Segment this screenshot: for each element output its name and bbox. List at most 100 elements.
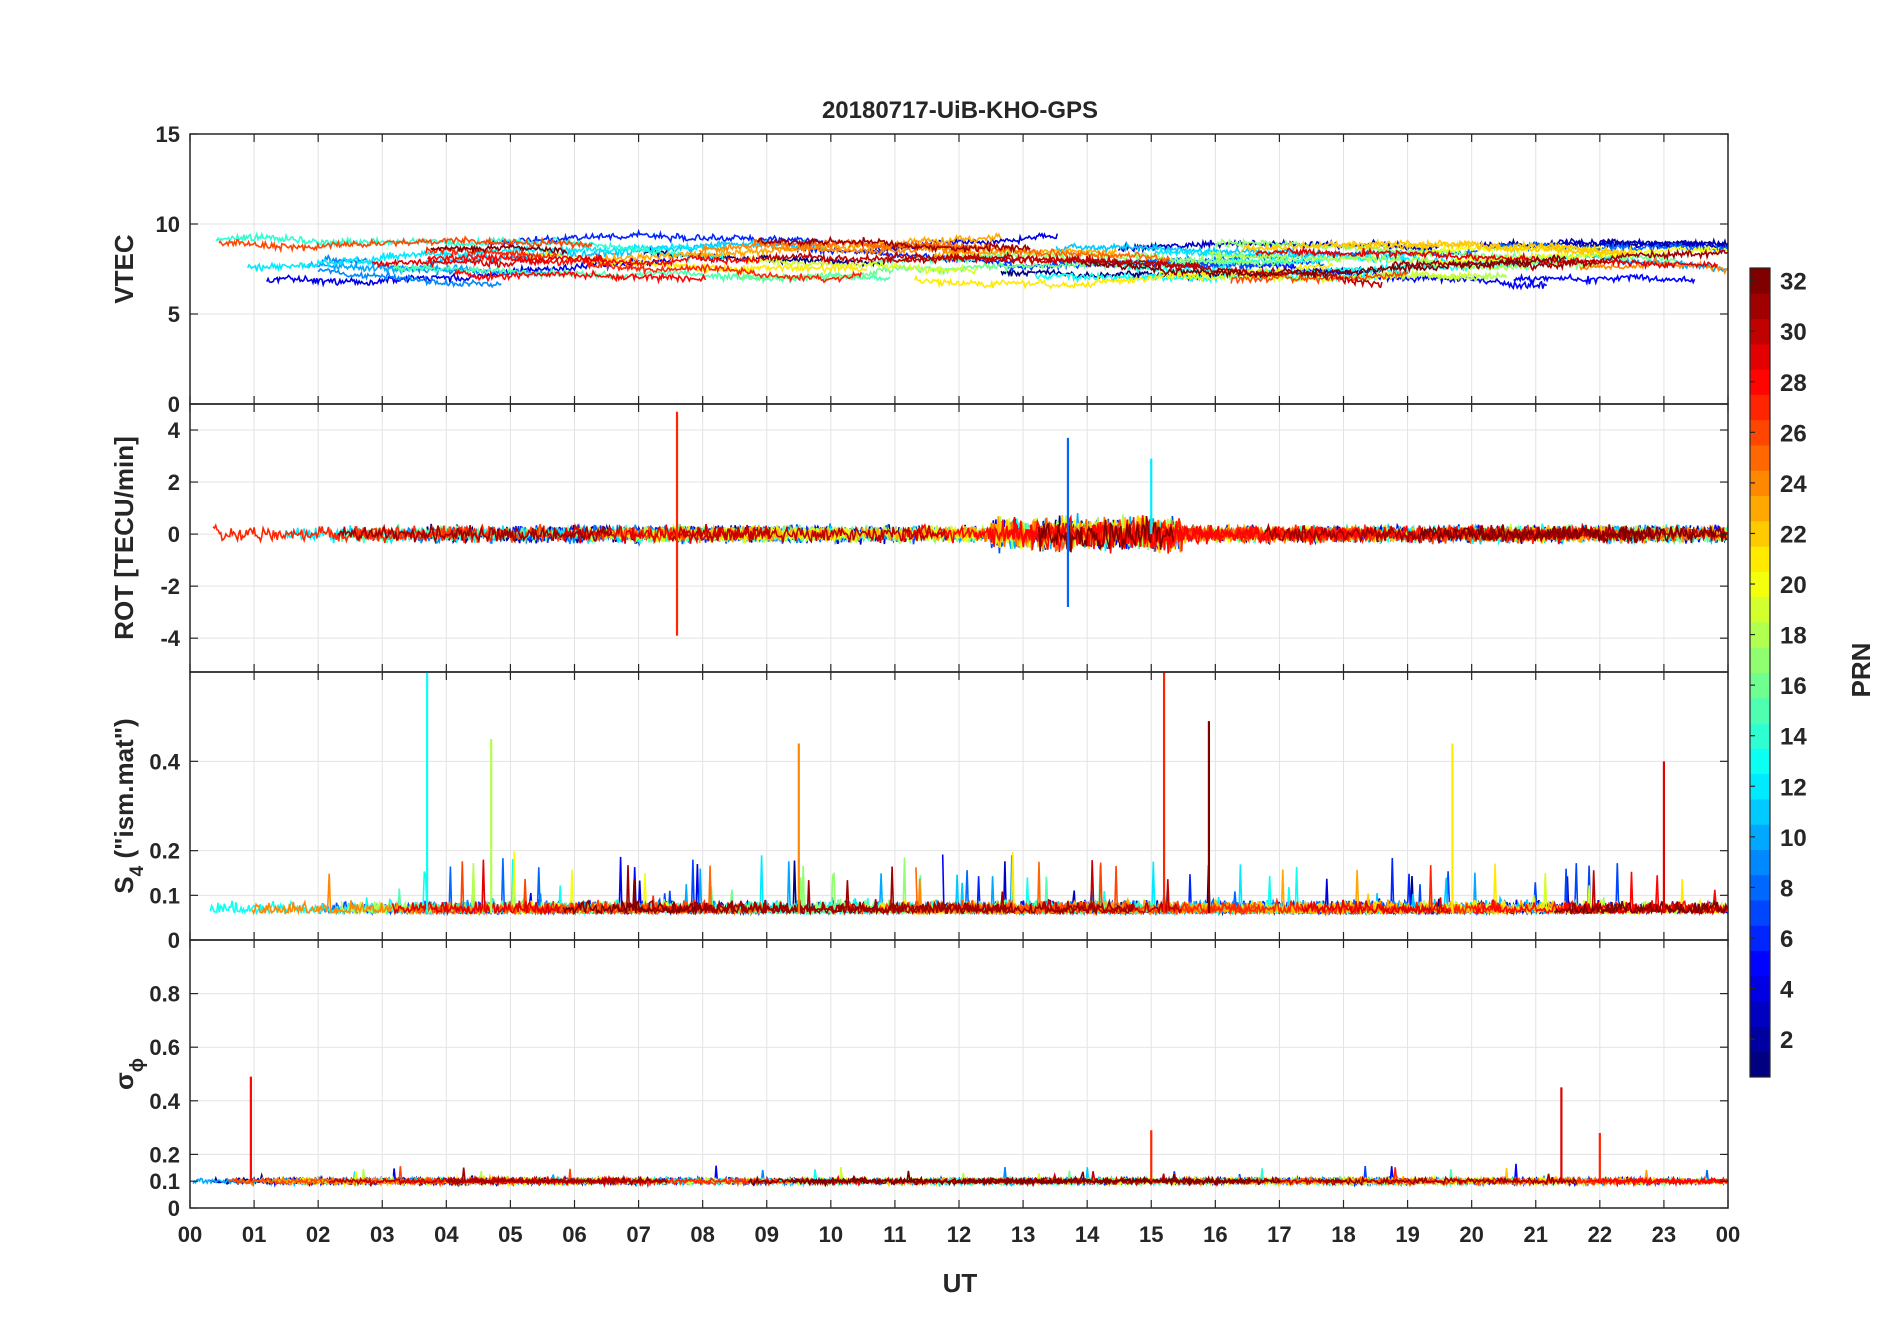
colorbar-tick-label: 18 xyxy=(1780,623,1807,650)
x-tick-label: 07 xyxy=(626,1222,650,1247)
colorbar-swatch xyxy=(1750,621,1770,648)
colorbar-tick-label: 28 xyxy=(1780,370,1807,397)
x-tick-label: 22 xyxy=(1588,1222,1612,1247)
series-line-prn-6 xyxy=(795,242,1018,267)
y-axis-label: σϕ xyxy=(109,1058,148,1090)
series-line-prn-32 xyxy=(1553,899,1728,916)
colorbar-swatch xyxy=(1750,419,1770,446)
series-group xyxy=(209,672,1728,917)
colorbar-frame xyxy=(1749,267,1771,1078)
colorbar-label: PRN xyxy=(1846,643,1876,698)
y-tick-label: 10 xyxy=(156,212,180,237)
x-tick-label: 02 xyxy=(306,1222,330,1247)
series-line-prn-29 xyxy=(372,253,606,269)
series-line-prn-29 xyxy=(391,859,561,917)
series-line-prn-19 xyxy=(745,255,979,276)
series-line-prn-29 xyxy=(1255,245,1719,271)
series-line-prn-26 xyxy=(1230,270,1409,285)
colorbar-swatch xyxy=(1750,950,1770,977)
x-tick-label: 00 xyxy=(1716,1222,1740,1247)
panel-vtec: 0 5 10 15 VTEC xyxy=(109,122,1729,417)
series-line-prn-32 xyxy=(747,1170,1246,1187)
colorbar-tick-label: 16 xyxy=(1780,673,1807,700)
colorbar-swatch xyxy=(1750,1026,1770,1053)
colorbar-swatch xyxy=(1750,444,1770,471)
colorbar-tick-label: 4 xyxy=(1780,977,1794,1004)
y-tick-label: 0.4 xyxy=(149,749,180,774)
y-tick-label: 0 xyxy=(168,392,180,417)
series-line-prn-22 xyxy=(1339,238,1636,257)
colorbar-swatch xyxy=(1750,824,1770,850)
x-tick-label: 01 xyxy=(242,1222,266,1247)
colorbar-swatch xyxy=(1750,798,1770,825)
series-group xyxy=(192,1076,1728,1189)
y-tick-label: 0 xyxy=(168,1196,180,1221)
x-tick-label: 05 xyxy=(498,1222,522,1247)
y-tick-label: 0.2 xyxy=(149,839,180,864)
colorbar-swatch xyxy=(1750,394,1770,421)
y-tick-label: 0.4 xyxy=(149,1089,180,1114)
x-tick-label: 08 xyxy=(690,1222,714,1247)
colorbar-swatch xyxy=(1750,369,1770,395)
series-line-prn-24 xyxy=(698,239,972,258)
colorbar-swatch xyxy=(1750,571,1770,598)
colorbar-swatch xyxy=(1750,520,1770,547)
x-tick-label: 06 xyxy=(562,1222,586,1247)
colorbar-swatch xyxy=(1750,293,1770,320)
panel-rot: -4 -2 0 2 4 ROT [TECU/min] xyxy=(109,403,1729,673)
series-line-prn-30 xyxy=(759,250,1200,273)
series-line-prn-32 xyxy=(790,1171,1282,1188)
colorbar-swatch xyxy=(1750,748,1770,775)
series-group xyxy=(212,411,1728,636)
series-line-prn-26 xyxy=(218,235,593,254)
x-tick-label: 04 xyxy=(434,1222,459,1247)
colorbar-swatch xyxy=(1750,773,1770,800)
series-line-prn-31 xyxy=(337,523,613,545)
colorbar-tick-label: 20 xyxy=(1780,572,1807,599)
series-line-prn-32 xyxy=(1419,524,1728,545)
series-line-prn-31 xyxy=(705,880,1134,917)
colorbar-swatch xyxy=(1750,647,1770,673)
series-line-prn-9 xyxy=(317,267,502,289)
x-tick-label: 13 xyxy=(1011,1222,1035,1247)
y-tick-label: 0.2 xyxy=(149,1142,180,1167)
x-tick-label: 21 xyxy=(1524,1222,1548,1247)
x-tick-label: 10 xyxy=(819,1222,843,1247)
y-tick-label: 15 xyxy=(156,122,180,147)
y-axis-label: S4 ("ism.mat") xyxy=(109,718,148,893)
colorbar-tick-label: 22 xyxy=(1780,521,1807,548)
series-line-prn-32 xyxy=(562,879,707,916)
y-tick-label: 2 xyxy=(168,470,180,495)
colorbar-swatch xyxy=(1750,672,1770,699)
x-tick-label: 09 xyxy=(755,1222,779,1247)
y-tick-label: -4 xyxy=(160,626,180,651)
series-line-prn-32 xyxy=(1037,515,1175,553)
colorbar-tick-label: 30 xyxy=(1780,319,1807,346)
y-tick-label: 0.1 xyxy=(149,883,180,908)
series-line-prn-30 xyxy=(670,523,948,544)
colorbar-swatch xyxy=(1750,268,1770,294)
colorbar-swatch xyxy=(1750,546,1770,572)
colorbar-swatch xyxy=(1750,470,1770,497)
colorbar-swatch xyxy=(1750,596,1770,623)
colorbar-tick-label: 10 xyxy=(1780,825,1807,852)
series-line-prn-31 xyxy=(446,1167,669,1187)
colorbar-swatch xyxy=(1750,495,1770,522)
series-line-prn-3 xyxy=(1557,237,1728,251)
series-group xyxy=(215,228,1728,291)
y-tick-label: 0.6 xyxy=(149,1035,180,1060)
y-tick-label: -2 xyxy=(160,574,180,599)
x-tick-label: 23 xyxy=(1652,1222,1676,1247)
colorbar-tick-label: 14 xyxy=(1780,724,1807,751)
colorbar-tick-label: 6 xyxy=(1780,926,1793,953)
colorbar-swatch xyxy=(1750,1051,1770,1078)
x-tick-label: 19 xyxy=(1395,1222,1419,1247)
y-tick-label: 4 xyxy=(168,418,181,443)
series-line-prn-10 xyxy=(307,260,472,276)
y-axis-label: ROT [TECU/min] xyxy=(109,436,139,640)
colorbar-tick-label: 12 xyxy=(1780,774,1807,801)
colorbar-swatch xyxy=(1750,343,1770,370)
colorbar-swatch xyxy=(1750,849,1770,876)
series-line-prn-18 xyxy=(1368,269,1508,283)
